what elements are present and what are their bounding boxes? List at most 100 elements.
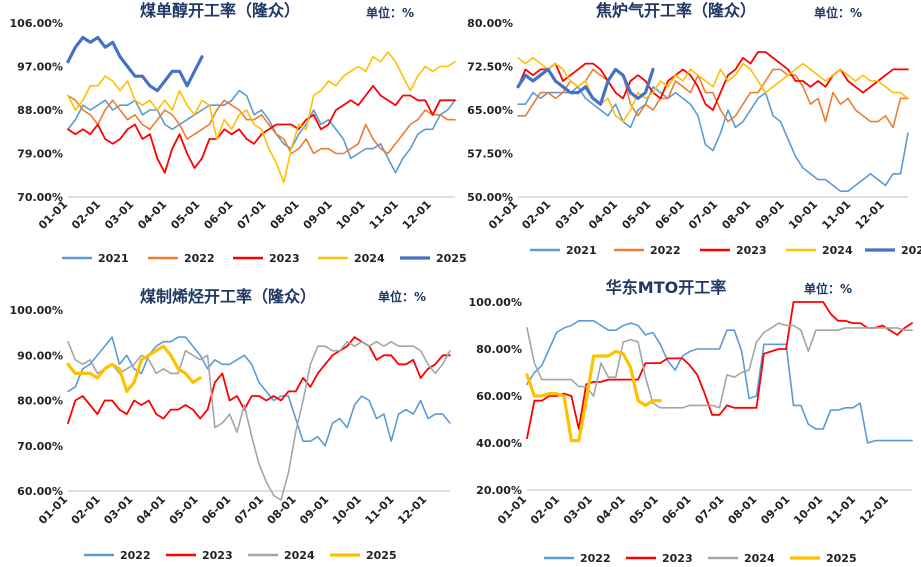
series-line-2022 [526, 319, 913, 444]
legend-item-2024: 2024 [786, 244, 853, 257]
x-tick-label: 09-01 [301, 198, 335, 232]
legend-item-2023: 2023 [166, 549, 233, 562]
legend-item-2024: 2024 [248, 549, 315, 562]
x-tick-label: 06-01 [653, 198, 687, 232]
legend-item-2021: 2021 [530, 244, 597, 257]
legend-label: 2025 [826, 552, 857, 565]
x-tick-label: 03-01 [553, 198, 587, 232]
x-tick-label: 02-01 [519, 198, 553, 232]
chart-title: 焦炉气开工率（隆众） [595, 1, 756, 20]
series-line-2024 [67, 51, 456, 184]
x-tick-label: 08-01 [268, 198, 302, 232]
chart-title: 煤制烯烃开工率（隆众） [140, 287, 316, 306]
legend-item-2023: 2023 [700, 244, 767, 257]
x-tick-label: 07-01 [235, 198, 269, 232]
x-tick-label: 02-01 [69, 493, 103, 527]
x-tick-label: 05-01 [619, 198, 653, 232]
x-tick-label: 12-01 [400, 198, 434, 232]
y-tick-label: 80.00% [476, 343, 522, 356]
chart-title: 华东MTO开工率 [606, 278, 726, 297]
y-tick-label: 100.00% [469, 296, 522, 309]
y-tick-label: 97.00% [17, 61, 63, 74]
unit-label: 单位：% [814, 5, 862, 20]
x-tick-label: 09-01 [297, 493, 331, 527]
legend-item-2024: 2024 [318, 252, 385, 265]
legend-label: 2024 [354, 252, 385, 265]
x-tick-label: 04-01 [594, 493, 628, 527]
x-tick-label: 12-01 [395, 493, 429, 527]
legend-label: 2025 [901, 244, 921, 257]
y-tick-label: 60.00% [17, 485, 63, 498]
unit-label: 单位：% [804, 281, 852, 296]
legend-item-2022: 2022 [614, 244, 681, 257]
y-tick-label: 88.00% [17, 104, 63, 117]
legend-item-2025: 2025 [865, 244, 921, 257]
legend-label: 2024 [822, 244, 853, 257]
x-tick-label: 02-01 [528, 493, 562, 527]
legend-label: 2022 [120, 549, 151, 562]
series-line-2025 [66, 35, 204, 93]
y-tick-label: 80.00% [467, 17, 513, 30]
y-tick-label: 70.00% [17, 191, 63, 204]
series-line-2024 [517, 56, 909, 123]
legend-label: 2024 [744, 552, 775, 565]
series-line-2022 [67, 94, 456, 155]
y-tick-label: 50.00% [467, 191, 513, 204]
legend-label: 2025 [366, 549, 397, 562]
x-tick-label: 07-01 [686, 198, 720, 232]
x-tick-label: 11-01 [824, 493, 858, 527]
x-tick-label: 02-01 [69, 198, 103, 232]
x-tick-label: 06-01 [199, 493, 233, 527]
x-tick-label: 12-01 [857, 493, 891, 527]
legend-label: 2023 [269, 252, 300, 265]
legend-label: 2021 [98, 252, 129, 265]
series-line-2023 [517, 51, 909, 111]
x-tick-label: 05-01 [627, 493, 661, 527]
y-tick-label: 100.00% [10, 304, 63, 317]
y-tick-label: 70.00% [17, 440, 63, 453]
x-tick-label: 05-01 [167, 493, 201, 527]
legend-item-2025: 2025 [790, 552, 857, 565]
x-tick-label: 04-01 [586, 198, 620, 232]
y-tick-label: 80.00% [17, 395, 63, 408]
chart-panel-2: 焦炉气开工率（隆众） 单位：% 50.00% 57.50% 65.00% 72.50% 80… [467, 1, 921, 257]
legend-label: 2022 [580, 552, 611, 565]
legend-item-2025: 2025 [400, 252, 467, 265]
y-tick-label: 20.00% [476, 484, 522, 497]
x-tick-label: 12-01 [853, 198, 887, 232]
x-tick-label: 01-01 [36, 493, 70, 527]
legend-label: 2022 [184, 252, 215, 265]
x-tick-label: 10-01 [791, 493, 825, 527]
legend-item-2023: 2023 [233, 252, 300, 265]
x-tick-label: 09-01 [753, 198, 787, 232]
x-tick-label: 09-01 [758, 493, 792, 527]
legend-item-2024: 2024 [708, 552, 775, 565]
x-tick-label: 05-01 [168, 198, 202, 232]
x-tick-label: 10-01 [786, 198, 820, 232]
series-line-2023 [526, 301, 913, 440]
series-line-2023 [67, 84, 456, 174]
series-line-2024 [67, 340, 451, 501]
x-tick-label: 03-01 [101, 493, 135, 527]
series-line-2022 [67, 336, 451, 447]
y-tick-label: 90.00% [17, 349, 63, 362]
legend-label: 2023 [662, 552, 693, 565]
legend-label: 2024 [284, 549, 315, 562]
legend-item-2022: 2022 [148, 252, 215, 265]
unit-label: 单位：% [378, 289, 426, 304]
y-tick-label: 79.00% [17, 148, 63, 161]
chart-panel-3: 煤制烯烃开工率（隆众） 单位：% 60.00% 70.00% 80.00% 90.00% 1… [10, 287, 451, 562]
series-line-2024 [526, 322, 913, 409]
x-tick-label: 07-01 [692, 493, 726, 527]
x-tick-label: 03-01 [561, 493, 595, 527]
y-tick-label: 40.00% [476, 437, 522, 450]
x-tick-label: 11-01 [819, 198, 853, 232]
x-tick-label: 06-01 [660, 493, 694, 527]
legend-label: 2023 [736, 244, 767, 257]
legend-label: 2025 [436, 252, 467, 265]
y-tick-label: 57.50% [467, 148, 513, 161]
y-tick-label: 60.00% [476, 390, 522, 403]
x-tick-label: 11-01 [363, 493, 397, 527]
legend-label: 2021 [566, 244, 597, 257]
